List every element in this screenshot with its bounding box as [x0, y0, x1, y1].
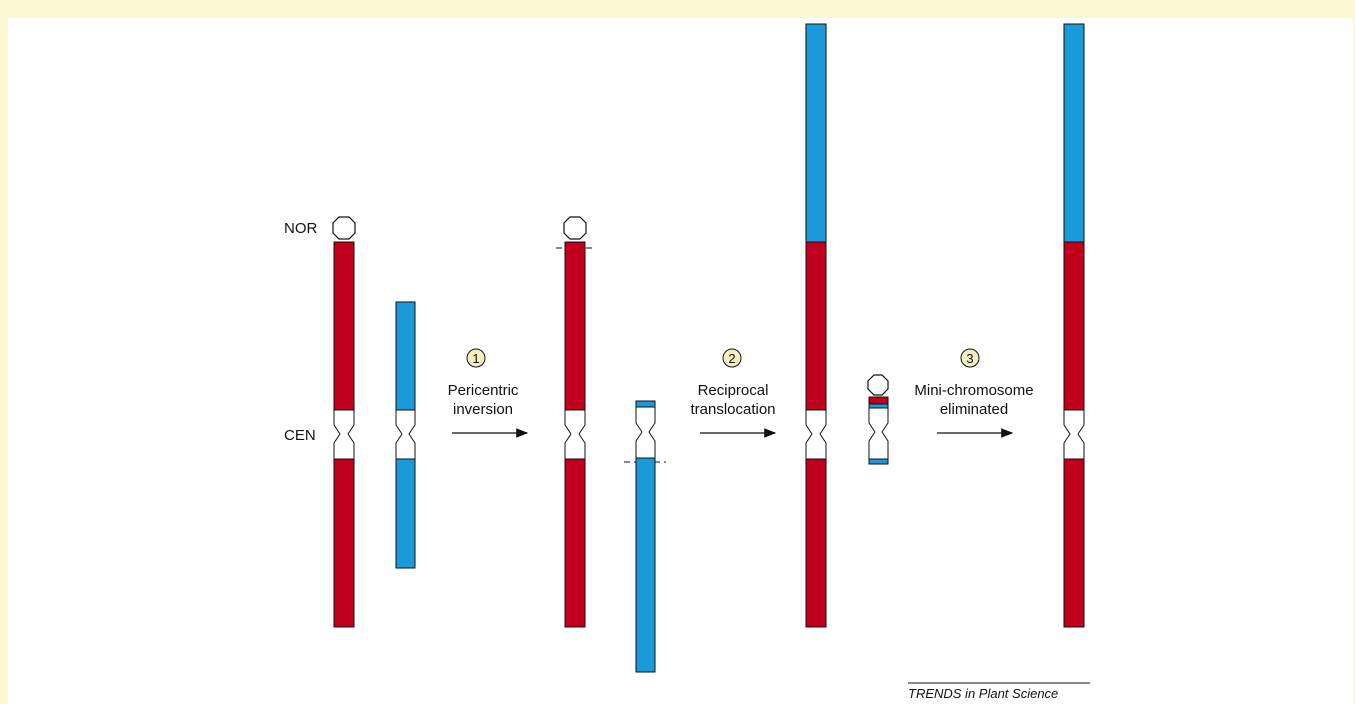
nor-satellite	[867, 374, 889, 396]
chromosome-1-red	[332, 216, 356, 628]
credit-text: TRENDS in Plant Science	[908, 686, 1058, 701]
red-arm-lower	[564, 458, 586, 628]
blue-arm-lower	[395, 458, 416, 569]
red-arm-upper	[564, 241, 586, 411]
blue-cap-small	[635, 400, 656, 408]
chromosome-4-blue-inverted	[624, 400, 666, 673]
red-arm-lower	[1063, 458, 1085, 628]
step-number-circle	[960, 348, 980, 368]
step-number-circle	[722, 348, 742, 368]
figure-panel	[8, 18, 1353, 704]
step-1: 1 Pericentric inversion	[448, 348, 529, 438]
step-2: 2 Reciprocal translocation	[690, 348, 777, 438]
nor-label: NOR	[284, 220, 318, 237]
step-label-line2: eliminated	[940, 401, 1008, 418]
chromosome-2-blue	[395, 301, 416, 569]
nor-satellite	[332, 216, 356, 240]
centromere	[635, 406, 656, 459]
centromere	[1063, 409, 1085, 460]
nor-satellite	[563, 216, 587, 240]
red-arm-upper	[805, 241, 827, 411]
step-label-line1: Mini-chromosome	[914, 382, 1033, 399]
centromere	[333, 409, 355, 460]
centromere	[564, 409, 586, 460]
chromosome-6-final	[1063, 23, 1085, 628]
step-number: 2	[728, 351, 735, 366]
blue-segment	[868, 403, 889, 409]
chromosome-3-red-inverted	[556, 216, 596, 628]
red-arm-upper	[1063, 241, 1085, 411]
red-segment	[868, 396, 889, 405]
blue-arm-top	[805, 23, 827, 243]
red-arm-lower	[805, 458, 827, 628]
centromere	[868, 407, 889, 460]
blue-segment-bottom	[868, 458, 889, 465]
step-3: 3 Mini-chromosome eliminated	[914, 348, 1034, 438]
step-label-line1: Pericentric	[448, 382, 519, 399]
red-arm-upper	[333, 241, 355, 411]
blue-arm-top	[1063, 23, 1085, 243]
chromosome-5-translocated	[805, 23, 827, 628]
cen-label: CEN	[284, 427, 316, 444]
blue-arm-lower	[635, 457, 656, 673]
blue-arm-upper	[395, 301, 416, 411]
step-number: 3	[966, 351, 973, 366]
centromere	[805, 409, 827, 460]
red-arm-lower	[333, 458, 355, 628]
step-number-circle	[466, 348, 486, 368]
step-label-line2: inversion	[453, 401, 513, 418]
step-label-line2: translocation	[690, 401, 775, 418]
mini-chromosome	[867, 374, 889, 465]
step-number: 1	[472, 351, 479, 366]
step-label-line1: Reciprocal	[698, 382, 769, 399]
centromere	[395, 409, 416, 460]
